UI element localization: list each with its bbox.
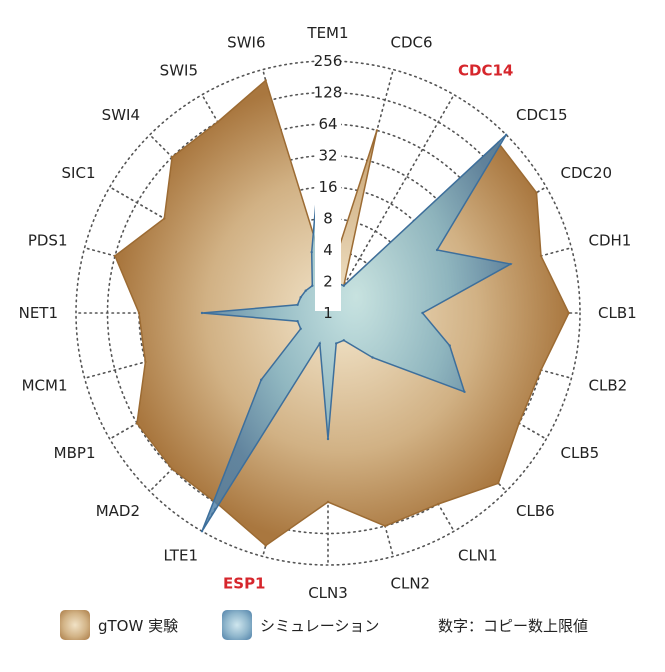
series-point	[375, 129, 379, 132]
spoke-label-pds1: PDS1	[28, 232, 68, 250]
spoke-label-sic1: SIC1	[62, 164, 96, 182]
spoke-label-cln3: CLN3	[308, 584, 348, 602]
series-point	[326, 500, 330, 504]
tick-label: 32	[318, 147, 337, 165]
series-point	[170, 155, 174, 159]
series-point	[517, 422, 521, 425]
series-point	[299, 296, 302, 299]
spoke-label-tem1: TEM1	[306, 24, 348, 42]
spoke-label-net1: NET1	[19, 304, 58, 322]
legend-note: 数字：コピー数上限値	[438, 615, 588, 636]
spoke-label-swi6: SWI6	[227, 34, 265, 52]
series-point	[342, 284, 345, 287]
series-point	[567, 311, 570, 315]
series-point	[371, 356, 374, 359]
series-point	[113, 254, 117, 258]
series-point	[299, 327, 302, 330]
tick-label: 16	[318, 178, 337, 196]
series-point	[137, 311, 141, 315]
tick-label: 4	[323, 241, 333, 259]
legend: gTOW 実験 シミュレーション 数字：コピー数上限値	[0, 610, 665, 650]
series-point	[296, 303, 299, 306]
spoke-label-clb6: CLB6	[516, 502, 555, 520]
legend-item-gtow: gTOW 実験	[60, 610, 178, 640]
spoke-label-cdc6: CDC6	[391, 34, 433, 52]
spoke-label-mbp1: MBP1	[54, 444, 96, 462]
series-point	[264, 544, 267, 547]
series-point	[497, 482, 500, 485]
series-point	[463, 390, 466, 393]
spoke-label-clb1: CLB1	[598, 304, 637, 322]
series-point	[318, 342, 321, 345]
series-point	[539, 368, 543, 372]
series-point	[342, 339, 345, 342]
tick-label: 64	[318, 115, 337, 133]
series-point	[260, 378, 263, 381]
series-point	[304, 289, 307, 292]
series-point	[383, 524, 387, 528]
series-point	[505, 133, 508, 136]
spoke-label-swi4: SWI4	[102, 106, 140, 124]
legend-note-text: 数字：コピー数上限値	[438, 617, 589, 635]
spoke-label-cdc15: CDC15	[516, 106, 568, 124]
spoke-label-clb2: CLB2	[589, 377, 628, 395]
series-point	[437, 502, 440, 506]
spoke-label-cdh1: CDH1	[589, 232, 632, 250]
spoke-label-cln1: CLN1	[458, 547, 498, 565]
radar-series	[113, 59, 570, 547]
tick-label: 1	[323, 304, 333, 322]
spoke-label-mcm1: MCM1	[22, 377, 68, 395]
series-point	[311, 284, 314, 287]
series-point	[535, 191, 538, 194]
spoke-label-lte1: LTE1	[164, 547, 198, 565]
spoke-label-cdc14: CDC14	[458, 62, 513, 80]
series-point	[310, 250, 313, 254]
legend-swatch-gtow	[60, 610, 90, 640]
series-point	[509, 262, 512, 266]
tick-label: 2	[323, 273, 333, 291]
radar-spoke-labels: CDC6 CDC14 CDC15 CDC20 CDH1 CLB1 CLB2 CLB5 CLB6 C…	[19, 24, 637, 602]
radar-tick-labels: 1 2 4 8 16 32 64 128 256	[314, 39, 343, 322]
tick-label: 8	[323, 210, 333, 228]
spoke-label-cln2: CLN2	[391, 575, 431, 593]
series-point	[296, 320, 299, 323]
series-point	[135, 422, 139, 425]
spoke-label-mad2: MAD2	[96, 502, 140, 520]
series-point	[326, 437, 330, 441]
series-point	[216, 120, 219, 124]
radar-chart: 1 2 4 8 16 32 64 128 256 CDC6 CDC14 CDC15 CDC20 CDH1…	[19, 24, 637, 602]
series-point	[335, 342, 338, 345]
series-point	[200, 311, 204, 315]
spoke-label-esp1: ESP1	[223, 575, 265, 593]
grid-spoke	[327, 93, 455, 314]
series-point	[448, 344, 451, 347]
legend-label-gtow: gTOW 実験	[98, 616, 179, 635]
series-point	[200, 530, 204, 533]
legend-swatch-simulation	[222, 610, 252, 640]
series-point	[421, 311, 424, 315]
series-point	[144, 360, 147, 364]
series-point	[539, 254, 543, 258]
spoke-label-swi5: SWI5	[160, 62, 198, 80]
legend-item-simulation: シミュレーション	[222, 610, 379, 640]
tick-label-strip	[315, 39, 341, 311]
tick-label: 256	[314, 52, 343, 70]
legend-label-simulation: シミュレーション	[260, 616, 380, 635]
spoke-label-clb5: CLB5	[561, 444, 600, 462]
spoke-label-cdc20: CDC20	[561, 164, 613, 182]
series-point	[170, 467, 174, 471]
tick-label: 128	[314, 84, 343, 102]
series-point	[163, 217, 166, 220]
series-point	[264, 79, 267, 82]
grid-ring	[75, 60, 581, 566]
series-point	[435, 248, 439, 252]
